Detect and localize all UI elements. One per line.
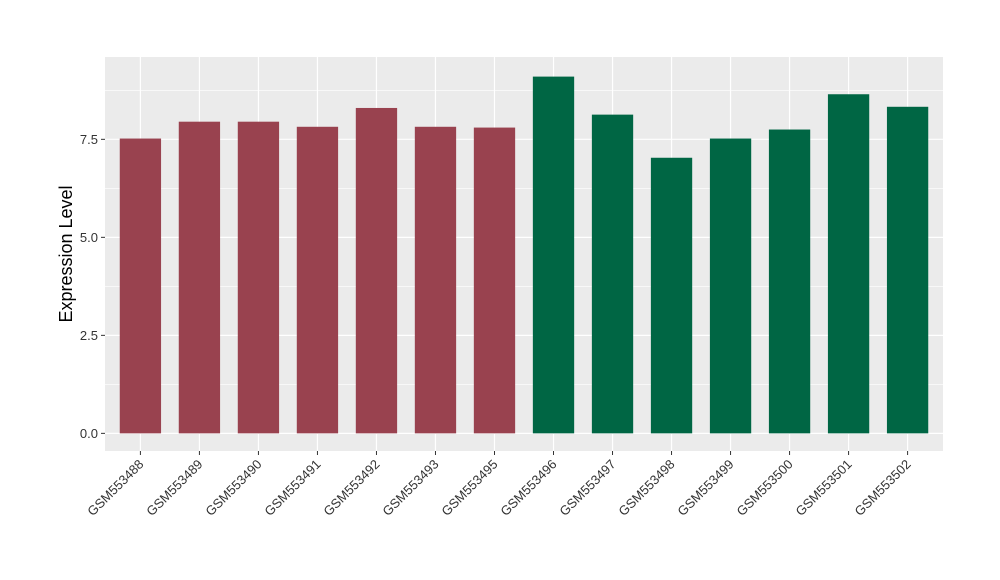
x-tick-label: GSM553495 (438, 457, 500, 519)
y-tick-label: 0.0 (80, 426, 98, 441)
bar-gsm553497 (591, 114, 634, 434)
x-tick-label: GSM553488 (84, 457, 146, 519)
x-tick-label: GSM553497 (556, 457, 618, 519)
bar-gsm553489 (178, 121, 221, 434)
x-tick-label: GSM553501 (792, 457, 854, 519)
x-tick-label: GSM553492 (320, 457, 382, 519)
bar-gsm553502 (886, 106, 929, 434)
x-tick-label: GSM553493 (379, 457, 441, 519)
x-tick-label: GSM553498 (615, 457, 677, 519)
x-tick-label: GSM553496 (497, 457, 559, 519)
bar-gsm553498 (650, 157, 693, 434)
bar-gsm553488 (119, 138, 162, 434)
bar-gsm553500 (768, 129, 811, 434)
x-tick-label: GSM553500 (733, 457, 795, 519)
bar-gsm553491 (296, 126, 339, 434)
bar-gsm553495 (473, 127, 516, 434)
plot-panel (105, 57, 943, 451)
bar-gsm553492 (355, 107, 398, 434)
x-tick-label: GSM553490 (202, 457, 264, 519)
bar-gsm553493 (414, 126, 457, 434)
x-tick-label: GSM553491 (261, 457, 323, 519)
y-axis-title: Expression Level (56, 185, 76, 322)
x-tick-label: GSM553502 (851, 457, 913, 519)
bar-gsm553499 (709, 138, 752, 434)
bar-gsm553490 (237, 121, 280, 434)
y-tick-label: 5.0 (80, 230, 98, 245)
y-axis: 0.0 2.5 5.0 7.5 (80, 132, 105, 441)
x-tick-label: GSM553489 (143, 457, 205, 519)
bar-gsm553501 (827, 94, 870, 434)
y-tick-label: 2.5 (80, 328, 98, 343)
bar-gsm553496 (532, 76, 575, 434)
x-axis: GSM553488GSM553489GSM553490GSM553491GSM5… (84, 451, 914, 519)
bars (119, 76, 929, 434)
y-tick-label: 7.5 (80, 132, 98, 147)
x-tick-label: GSM553499 (674, 457, 736, 519)
